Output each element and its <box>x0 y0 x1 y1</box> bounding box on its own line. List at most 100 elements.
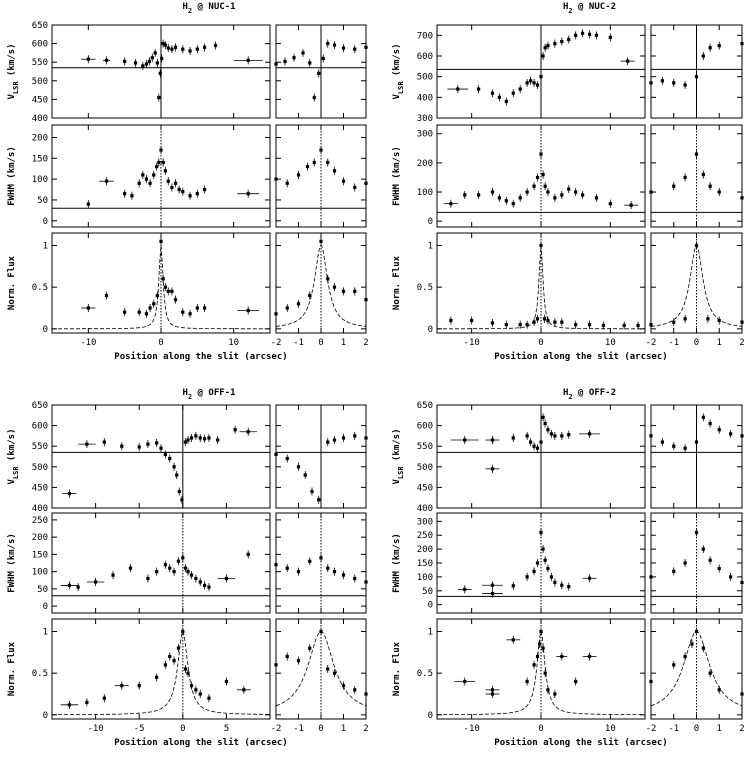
main-panel-1: 300 400 500 600 700 <box>417 24 646 124</box>
data-point <box>188 191 192 200</box>
data-point <box>364 295 368 304</box>
data-point <box>717 564 721 573</box>
y-axis-label: Norm. Flux <box>392 641 402 696</box>
data-point <box>183 438 188 447</box>
data-point <box>181 553 185 562</box>
data-point <box>163 450 167 459</box>
data-point <box>274 175 278 184</box>
data-point <box>649 188 653 197</box>
zoom-panel-3: -2 -1 0 1 2 <box>646 618 745 734</box>
data-point <box>701 545 705 554</box>
data-point <box>285 564 289 573</box>
data-point <box>574 677 578 686</box>
data-point <box>740 39 744 48</box>
data-point <box>161 274 165 283</box>
main-panel-2: 0 50 100 150 200 <box>32 124 271 228</box>
x-tick-label: 0 <box>158 338 163 348</box>
y-tick-label: 0 <box>428 217 433 227</box>
data-point <box>159 145 163 154</box>
data-point <box>553 318 557 327</box>
data-point <box>76 583 80 592</box>
data-point <box>332 669 337 678</box>
y-tick-label: 50 <box>422 587 433 597</box>
data-point <box>511 433 515 442</box>
data-point <box>233 425 237 434</box>
y-tick-label: 550 <box>32 58 48 68</box>
data-point <box>729 429 733 438</box>
y-axis-label: FWHM (km/s) <box>392 533 402 593</box>
y-tick-label: 700 <box>417 31 433 41</box>
x-tick-label: -1 <box>293 338 304 348</box>
y-axis-label: FWHM (km/s) <box>7 533 17 593</box>
data-point <box>296 656 301 665</box>
data-point <box>649 320 653 329</box>
data-point <box>78 440 96 449</box>
data-point <box>155 438 159 447</box>
y-tick-label: 450 <box>32 483 48 493</box>
data-point <box>236 685 251 694</box>
data-point <box>181 627 185 636</box>
data-point <box>581 29 585 38</box>
data-point <box>587 30 592 39</box>
data-point <box>546 425 550 434</box>
data-point <box>649 78 653 87</box>
data-point <box>181 187 185 196</box>
y-tick-label: 500 <box>417 463 433 473</box>
data-point <box>740 318 744 327</box>
data-point <box>525 188 529 197</box>
data-point <box>163 283 167 292</box>
data-point <box>188 47 192 56</box>
y-axis-label: VLSR (km/s) <box>7 428 20 484</box>
data-point <box>525 431 529 440</box>
data-point <box>312 158 316 167</box>
data-point <box>694 438 699 447</box>
x-tick-label: 2 <box>363 338 368 348</box>
data-point <box>683 652 687 661</box>
figure-2: H2 @ NUC-2 VLSR (km/s) 300 400 500 600 700 FWHM… <box>392 2 745 362</box>
data-point <box>567 430 571 439</box>
y-tick-label: 200 <box>32 133 48 143</box>
y-tick-label: 600 <box>32 422 48 432</box>
x-tick-label: -1 <box>293 724 304 734</box>
main-panel-1: 400 450 500 550 600 650 <box>32 401 271 514</box>
y-tick-label: 0 <box>43 602 48 612</box>
data-point <box>319 553 323 562</box>
data-point <box>198 577 202 586</box>
data-point <box>203 185 207 194</box>
data-point <box>708 43 712 52</box>
x-tick-label: 1 <box>717 724 722 734</box>
data-point <box>581 190 585 199</box>
y-tick-label: 300 <box>417 517 433 527</box>
y-axis-label: VLSR (km/s) <box>7 43 20 99</box>
data-point <box>717 41 721 50</box>
data-point <box>233 56 263 65</box>
x-tick-label: -2 <box>271 724 282 734</box>
x-tick-label: 10 <box>228 338 239 348</box>
data-point <box>183 564 188 573</box>
data-point <box>274 450 278 459</box>
data-point <box>497 193 501 202</box>
data-point <box>177 487 181 496</box>
data-point <box>538 640 542 648</box>
x-axis-label: Position along the slit (arcsec) <box>494 351 667 362</box>
data-point <box>582 652 597 661</box>
data-point <box>518 320 522 329</box>
data-point <box>144 175 149 184</box>
data-point <box>539 72 543 81</box>
data-point <box>740 690 744 698</box>
data-point <box>701 52 705 60</box>
y-tick-label: 450 <box>32 95 48 105</box>
data-point <box>166 44 170 53</box>
data-point <box>207 583 211 592</box>
data-point <box>310 487 314 496</box>
data-point <box>649 431 653 440</box>
y-axis-label: VLSR (km/s) <box>392 43 405 99</box>
data-point <box>308 557 312 566</box>
data-point <box>183 665 188 673</box>
data-point <box>123 189 127 198</box>
x-tick-label: 0 <box>538 724 543 734</box>
x-tick-label: -2 <box>271 338 282 348</box>
main-panel-2: 0 100 200 300 <box>417 124 646 228</box>
data-point <box>574 188 578 197</box>
data-point <box>594 193 599 202</box>
